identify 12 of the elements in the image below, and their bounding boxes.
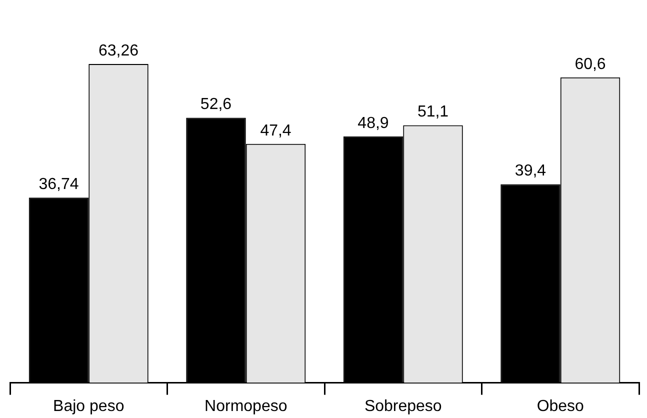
- data-label: 47,4: [260, 122, 292, 140]
- x-tick-label: Sobrepeso: [364, 398, 442, 415]
- data-label: 52,6: [200, 96, 232, 114]
- data-label: 51,1: [417, 104, 449, 121]
- x-tick-label: Obeso: [536, 398, 584, 415]
- data-label: 60,6: [574, 56, 606, 73]
- x-tick-label: Normopeso: [204, 398, 288, 415]
- x-tick-label: Bajo peso: [53, 398, 124, 415]
- data-label: 39,4: [514, 162, 546, 180]
- data-label: 48,9: [358, 114, 389, 132]
- data-label: 63,26: [98, 42, 139, 60]
- data-label: 36,74: [38, 176, 79, 194]
